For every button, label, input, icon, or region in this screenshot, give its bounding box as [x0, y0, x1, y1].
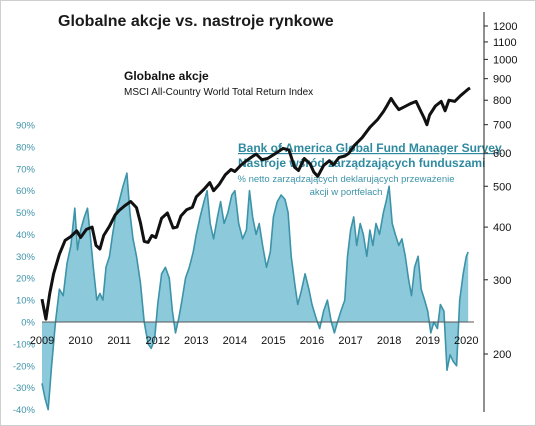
- line-layer: [40, 86, 471, 321]
- sentiment-line: [41, 172, 469, 411]
- left-tick-label: 20%: [16, 274, 36, 285]
- left-tick-label: -40%: [13, 405, 36, 416]
- left-tick-label: -20%: [13, 361, 36, 372]
- left-tick-label: 70%: [16, 164, 36, 175]
- left-tick-label: 50%: [16, 208, 36, 219]
- series-name-black: Globalne akcje: [124, 69, 209, 83]
- left-tick-label: 40%: [16, 230, 36, 241]
- left-tick-label: -30%: [13, 383, 36, 394]
- right-tick-label: 700: [493, 120, 511, 132]
- right-tick-label: 1100: [493, 37, 517, 49]
- right-tick-label: 600: [493, 148, 511, 160]
- right-tick-label: 1000: [493, 54, 517, 66]
- x-tick-label: 2009: [30, 335, 54, 347]
- msci-line: [40, 86, 471, 321]
- sentiment-area: [42, 173, 469, 410]
- x-tick-label: 2019: [415, 335, 439, 347]
- right-tick-label: 1200: [493, 21, 517, 33]
- right-tick-label: 800: [493, 95, 511, 107]
- series-description-teal-line1: % netto zarządzających deklarujących prz…: [237, 174, 454, 185]
- left-tick-label: -10%: [13, 339, 36, 350]
- right-tick-label: 400: [493, 222, 511, 234]
- x-tick-label: 2017: [338, 335, 362, 347]
- x-tick-label: 2013: [184, 335, 208, 347]
- chart-title: Globalne akcje vs. nastroje rynkowe: [58, 13, 334, 30]
- left-tick-label: 60%: [16, 186, 36, 197]
- x-tick-label: 2011: [107, 335, 131, 347]
- area-layer: [41, 172, 469, 411]
- x-tick-label: 2010: [68, 335, 92, 347]
- axis-layer: [42, 12, 488, 412]
- right-tick-label: 900: [493, 74, 511, 86]
- left-tick-label: 90%: [16, 121, 36, 132]
- x-tick-label: 2014: [223, 335, 247, 347]
- right-tick-label: 300: [493, 275, 511, 287]
- x-tick-label: 2012: [145, 335, 169, 347]
- x-tick-label: 2015: [261, 335, 285, 347]
- tick-layer: 90% 80% 70% 60% 50% 40% 30% 20% 10% 0% -10% -20% -30…: [13, 21, 518, 416]
- left-tick-label: 10%: [16, 296, 36, 307]
- x-tick-label: 2020: [454, 335, 478, 347]
- right-tick-label: 200: [493, 349, 511, 361]
- series-subtitle-teal: Nastroje wśród zarządzających funduszami: [238, 156, 485, 170]
- series-name-teal: Bank of America Global Fund Manager Surv…: [238, 141, 502, 155]
- x-tick-label: 2018: [377, 335, 401, 347]
- right-tick-label: 500: [493, 181, 511, 193]
- x-tick-label: 2016: [300, 335, 324, 347]
- left-tick-label: 30%: [16, 252, 36, 263]
- left-tick-label: 80%: [16, 142, 36, 153]
- left-tick-label: 0%: [21, 318, 35, 329]
- series-description-black: MSCI All-Country World Total Return Inde…: [124, 87, 313, 98]
- series-description-teal-line2: akcji w portfelach: [310, 187, 383, 198]
